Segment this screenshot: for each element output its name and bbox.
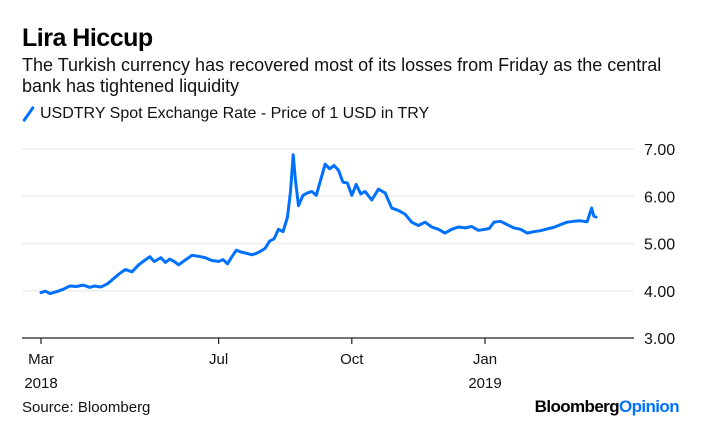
legend-label: USDTRY Spot Exchange Rate - Price of 1 U… [40, 105, 430, 122]
y-tick-label: 3.00 [644, 331, 675, 348]
x-tick-year-label: 2018 [24, 375, 57, 392]
brand-opinion: Opinion [618, 397, 680, 416]
series-layer [39, 153, 598, 296]
gridlines [22, 148, 634, 292]
x-axis: Mar 2018 Jul Oct Jan 2019 [22, 337, 634, 392]
bloomberg-opinion-logo: BloombergOpinion [534, 397, 680, 417]
x-tick-year-label: 2019 [468, 375, 501, 392]
legend: USDTRY Spot Exchange Rate - Price of 1 U… [22, 105, 429, 123]
x-tick-label: Jan [473, 351, 497, 368]
chart-subtitle: The Turkish currency has recovered most … [22, 55, 662, 96]
y-tick-label: 7.00 [644, 142, 675, 159]
y-tick-label: 4.00 [644, 284, 675, 301]
source-note: Source: Bloomberg [22, 399, 151, 416]
y-tick-label: 5.00 [644, 237, 675, 254]
y-axis: 7.00 6.00 5.00 4.00 3.00 [644, 142, 675, 348]
brand-bloomberg: Bloomberg [534, 397, 620, 416]
x-tick-label: Oct [340, 351, 364, 368]
chart-title: Lira Hiccup [22, 24, 153, 52]
x-tick-label: Mar [28, 351, 54, 368]
series-line-usdtry [39, 153, 598, 296]
x-tick-label: Jul [209, 351, 228, 368]
y-tick-label: 6.00 [644, 189, 675, 206]
